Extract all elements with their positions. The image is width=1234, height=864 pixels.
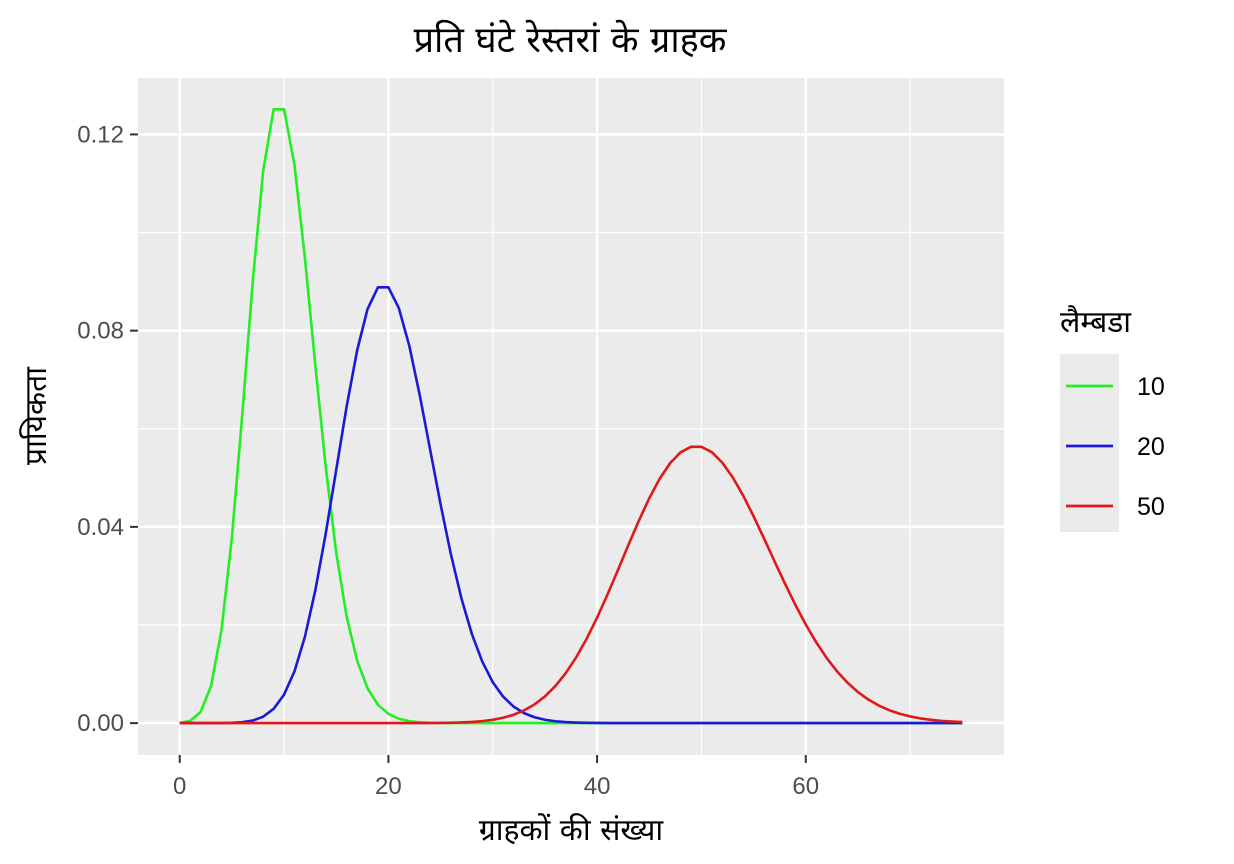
- x-tick-label: 0: [173, 773, 186, 800]
- minor-gridlines: [138, 78, 1004, 755]
- legend-label-50: 50: [1137, 493, 1165, 521]
- series-line-50: [179, 445, 963, 725]
- legend-label-20: 20: [1137, 433, 1165, 461]
- series-line-20: [179, 285, 963, 725]
- y-tick-label: 0.12: [77, 121, 124, 148]
- y-tick-label: 0.00: [77, 710, 124, 737]
- legend-key-background: [1060, 354, 1119, 532]
- x-axis-title: ग्राहकों की संख्या: [479, 813, 665, 848]
- x-axis: 0 20 40 60: [173, 755, 819, 800]
- x-tick-label: 20: [375, 773, 402, 800]
- legend-label-10: 10: [1137, 373, 1165, 401]
- x-tick-label: 40: [584, 773, 611, 800]
- legend-title: लैम्बडा: [1060, 305, 1132, 340]
- y-tick-label: 0.08: [77, 318, 124, 345]
- plot-panel: [138, 78, 1004, 755]
- chart-title: प्रति घंटे रेस्तरां के ग्राहक: [414, 19, 728, 61]
- y-axis-title: प्रायिकता: [19, 366, 54, 465]
- legend: लैम्बडा 10 20 50: [1060, 305, 1165, 532]
- series-lines: [179, 108, 963, 725]
- y-axis: 0.00 0.04 0.08 0.12: [77, 121, 138, 737]
- y-tick-label: 0.04: [77, 514, 124, 541]
- x-tick-label: 60: [792, 773, 819, 800]
